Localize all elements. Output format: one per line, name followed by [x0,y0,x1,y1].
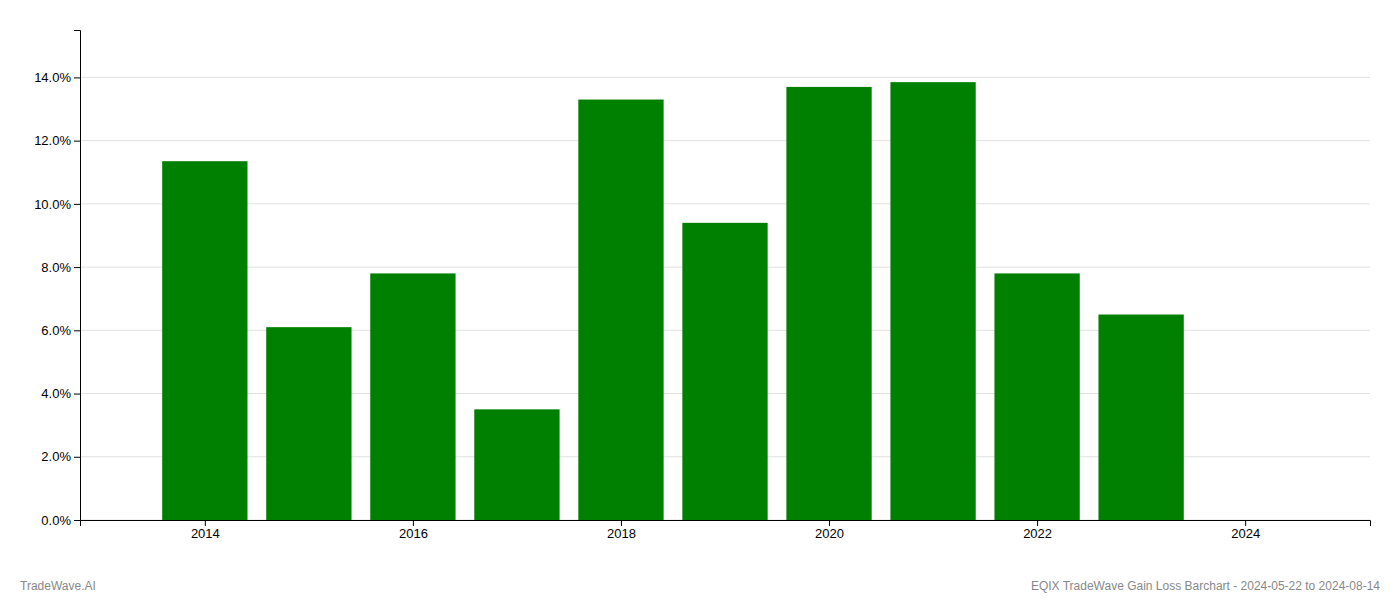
footer-right: EQIX TradeWave Gain Loss Barchart - 2024… [1031,579,1380,593]
y-tick-mark [74,141,80,142]
y-tick-label: 14.0% [34,70,71,85]
x-axis: 2014 2016 2018 2020 2022 2024 [81,520,1371,541]
bar [682,223,767,520]
x-tick-mark [1037,520,1038,526]
x-tick: 2018 [607,520,636,541]
bar [786,87,871,520]
y-tick: 12.0% [34,133,80,148]
y-tick-label: 10.0% [34,197,71,212]
bars [162,82,1184,520]
y-tick-mark [74,394,80,395]
y-tick-label: 6.0% [41,323,71,338]
y-tick-label: 8.0% [41,260,71,275]
y-tick-mark [74,457,80,458]
x-tick: 2016 [399,520,428,541]
x-tick-mark [1245,520,1246,526]
y-tick-label: 4.0% [41,386,71,401]
bar [474,409,559,520]
x-tick-mark [205,520,206,526]
bar [1098,315,1183,520]
y-axis: 0.0% 2.0% 4.0% 6.0% 8.0% 10.0% 12.0% 14.0% [34,31,80,528]
y-tick-label: 12.0% [34,133,71,148]
bar [890,82,975,520]
x-axis-line [81,521,1371,527]
y-tick: 0.0% [41,513,80,528]
y-tick-mark [74,267,80,268]
y-tick-mark [74,77,80,78]
x-tick-mark [413,520,414,526]
x-tick-label: 2014 [191,526,220,541]
grid-line [80,203,1370,204]
bar [162,161,247,520]
grid [80,77,1370,520]
x-tick-label: 2020 [815,526,844,541]
y-tick: 10.0% [34,197,80,212]
y-tick-mark [74,204,80,205]
y-tick-label: 2.0% [41,449,71,464]
bar [266,327,351,520]
y-tick: 2.0% [41,449,80,464]
y-tick-label: 0.0% [41,513,71,528]
y-tick-mark [74,520,80,521]
y-axis-line [74,31,81,521]
y-tick: 14.0% [34,70,80,85]
bar [370,273,455,520]
bar [578,100,663,520]
grid-line [80,77,1370,78]
x-tick: 2014 [191,520,220,541]
x-tick-label: 2024 [1231,526,1260,541]
bar [994,273,1079,520]
x-tick-mark [621,520,622,526]
x-tick-label: 2022 [1023,526,1052,541]
x-tick-label: 2016 [399,526,428,541]
x-tick: 2024 [1231,520,1260,541]
chart: 2014 2016 2018 2020 2022 2024 0.0% 2.0% 4.0% 6.0%… [0,0,1400,600]
footer-left: TradeWave.AI [20,579,96,593]
x-tick: 2020 [815,520,844,541]
y-tick: 6.0% [41,323,80,338]
grid-line [80,140,1370,141]
y-tick: 8.0% [41,260,80,275]
plot-area: 2014 2016 2018 2020 2022 2024 0.0% 2.0% 4.0% 6.0%… [34,31,1370,542]
y-tick-mark [74,330,80,331]
x-tick-label: 2018 [607,526,636,541]
x-tick-mark [829,520,830,526]
y-tick: 4.0% [41,386,80,401]
x-tick: 2022 [1023,520,1052,541]
